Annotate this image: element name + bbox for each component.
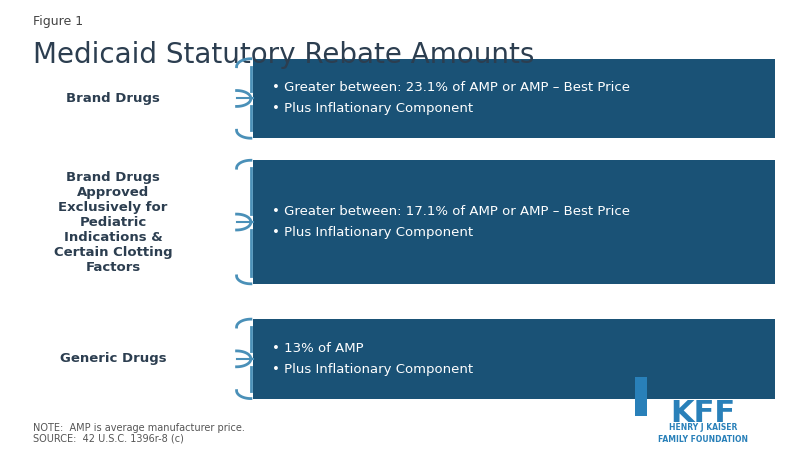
FancyBboxPatch shape	[253, 59, 774, 138]
Text: • Greater between: 17.1% of AMP or AMP – Best Price
• Plus Inflationary Componen: • Greater between: 17.1% of AMP or AMP –…	[273, 205, 630, 239]
Text: Brand Drugs: Brand Drugs	[66, 92, 160, 105]
Text: KFF: KFF	[670, 399, 735, 427]
FancyBboxPatch shape	[253, 319, 774, 399]
Text: • Greater between: 23.1% of AMP or AMP – Best Price
• Plus Inflationary Componen: • Greater between: 23.1% of AMP or AMP –…	[273, 81, 630, 116]
Text: Figure 1: Figure 1	[34, 15, 83, 27]
Text: Generic Drugs: Generic Drugs	[60, 352, 166, 365]
FancyBboxPatch shape	[635, 377, 647, 416]
Text: • 13% of AMP
• Plus Inflationary Component: • 13% of AMP • Plus Inflationary Compone…	[273, 342, 474, 376]
Text: SOURCE:  42 U.S.C. 1396r-8 (c): SOURCE: 42 U.S.C. 1396r-8 (c)	[34, 434, 184, 444]
Text: Medicaid Statutory Rebate Amounts: Medicaid Statutory Rebate Amounts	[34, 41, 534, 69]
Text: NOTE:  AMP is average manufacturer price.: NOTE: AMP is average manufacturer price.	[34, 423, 245, 433]
Text: HENRY J KAISER
FAMILY FOUNDATION: HENRY J KAISER FAMILY FOUNDATION	[658, 423, 748, 444]
Text: Brand Drugs
Approved
Exclusively for
Pediatric
Indications &
Certain Clotting
Fa: Brand Drugs Approved Exclusively for Ped…	[54, 171, 172, 274]
FancyBboxPatch shape	[253, 160, 774, 284]
